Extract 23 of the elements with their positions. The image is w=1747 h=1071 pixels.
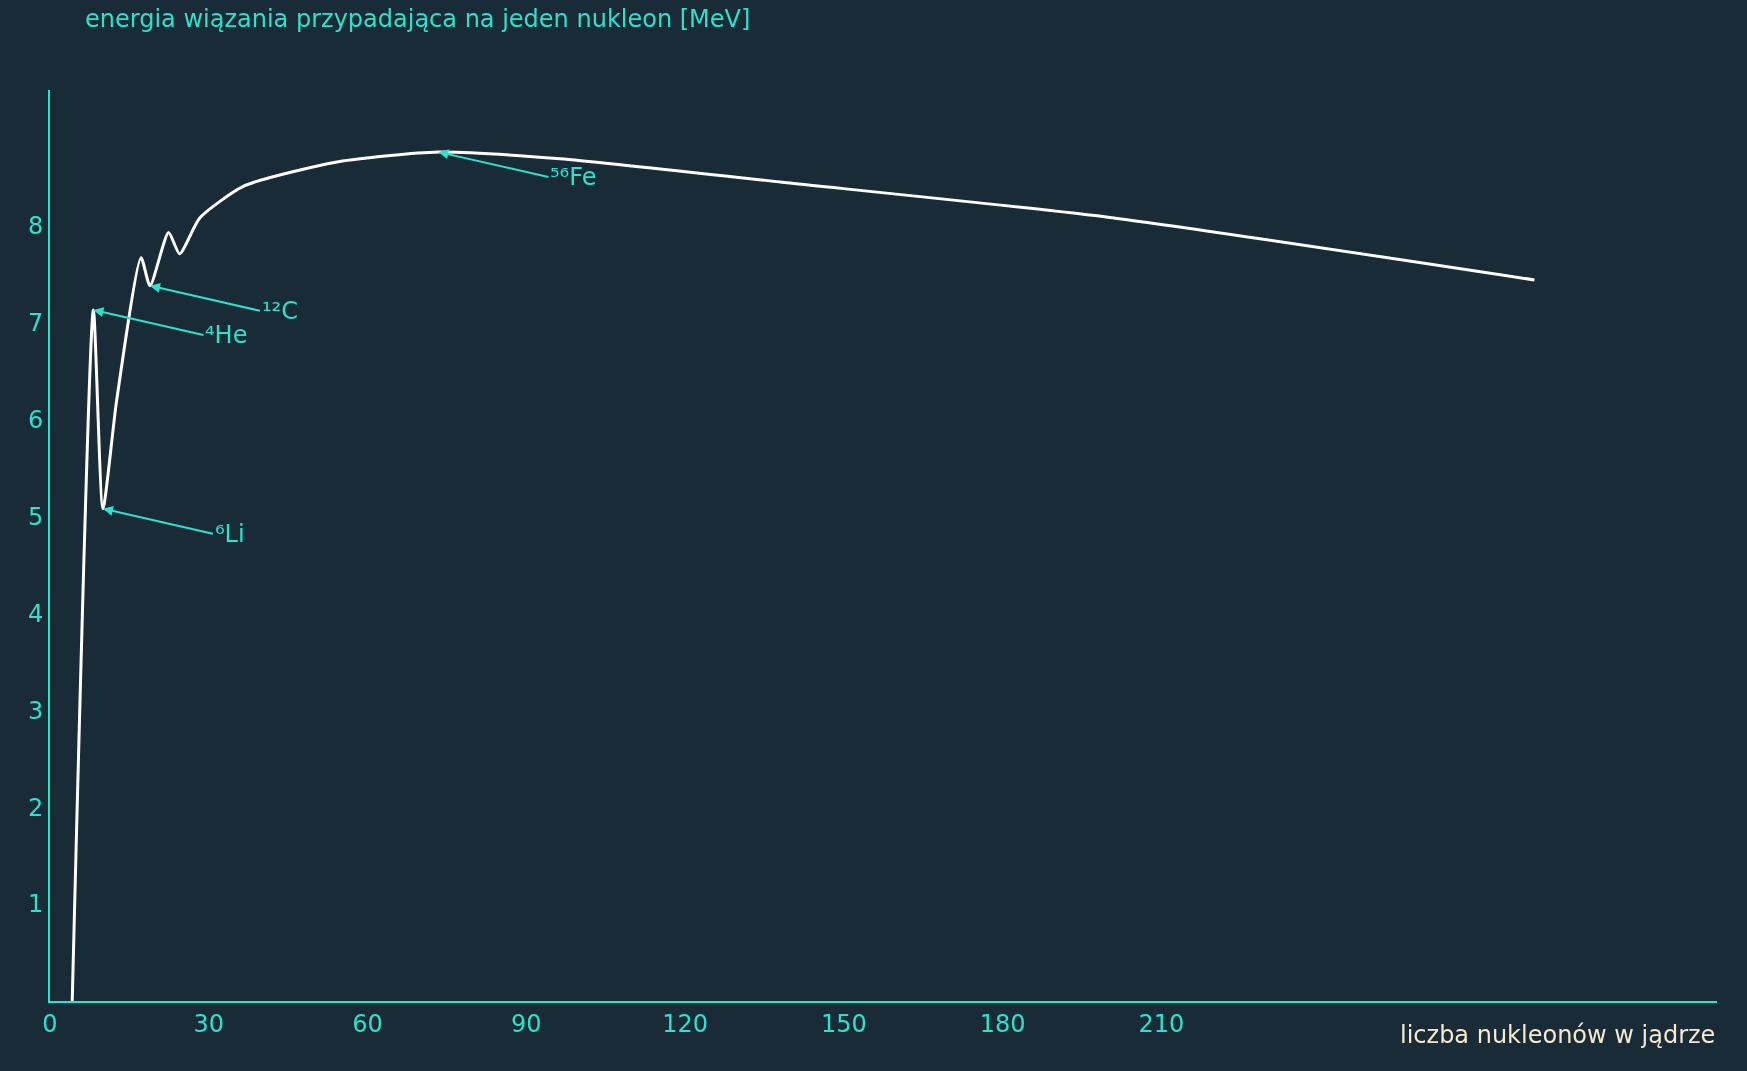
y-tick-label: 8	[27, 212, 44, 241]
y-tick-label: 2	[27, 793, 44, 822]
x-tick-label: 210	[1138, 1009, 1185, 1038]
y-tick-label: 5	[27, 502, 44, 531]
y-axis-title: energia wiązania przypadająca na jeden nukleon [MeV]	[85, 5, 751, 33]
line-series	[70, 150, 1536, 1001]
y-tick-label: 4	[27, 599, 44, 628]
annotation: ¹²C	[262, 297, 298, 325]
x-tick-label: 180	[979, 1009, 1026, 1038]
annotation: ⁶Li	[215, 520, 245, 548]
x-tick-label: 120	[662, 1009, 708, 1038]
x-tick-label: 0	[42, 1009, 58, 1038]
y-tick-label: 3	[27, 696, 44, 725]
x-tick-label: 90	[511, 1009, 542, 1038]
y-tick-label: 6	[27, 405, 44, 434]
x-tick-label: 150	[820, 1009, 867, 1038]
x-axis-title: liczba nukleonów w jądrze	[1400, 1021, 1716, 1049]
x-tick-label: 60	[352, 1009, 383, 1038]
y-tick-label: 7	[27, 309, 44, 337]
x-tick-label: 30	[193, 1009, 225, 1038]
y-tick-label: 1	[27, 890, 44, 919]
annotation: ⁴He	[205, 321, 248, 349]
annotation: ⁵⁶Fe	[550, 163, 597, 191]
